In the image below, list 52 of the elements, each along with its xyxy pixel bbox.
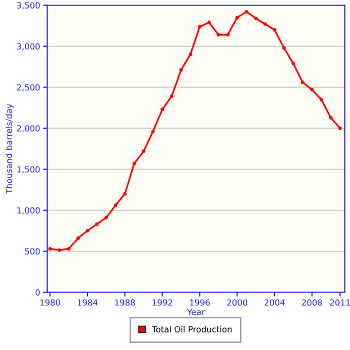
- x-tick-label: 2008: [302, 299, 322, 306]
- point: [235, 16, 239, 20]
- point: [179, 68, 183, 72]
- y-tick-label: 2,000: [17, 125, 40, 132]
- point: [104, 216, 108, 220]
- x-tick-label: 2004: [264, 299, 285, 306]
- x-tick-label: 1992: [152, 299, 172, 306]
- point: [76, 236, 80, 240]
- point: [291, 62, 296, 66]
- x-tick-label: 1984: [78, 299, 98, 306]
- x-axis-title: Year: [187, 308, 205, 316]
- point: [95, 222, 99, 226]
- y-tick-label: 3,000: [17, 43, 40, 50]
- point: [226, 32, 230, 37]
- y-tick-label: 500: [25, 248, 40, 255]
- y-tick-label: 0: [36, 289, 40, 296]
- y-tick-label: 1,500: [17, 166, 40, 174]
- point: [160, 108, 164, 112]
- point: [263, 22, 268, 26]
- point: [151, 130, 155, 134]
- x-tick-label: 1988: [115, 299, 135, 306]
- x-tick-label: 2011: [330, 299, 350, 306]
- x-tick-label: 1980: [40, 299, 60, 306]
- point: [123, 192, 127, 196]
- y-tick-label: 3,500: [17, 2, 40, 10]
- point: [188, 52, 192, 56]
- point: [48, 246, 52, 251]
- point: [338, 126, 342, 130]
- point: [244, 10, 248, 14]
- y-tick-label: 2,500: [17, 84, 40, 92]
- point: [142, 149, 146, 154]
- legend-label: Total Oil Production: [152, 326, 232, 332]
- point: [86, 228, 90, 233]
- point: [58, 248, 62, 252]
- point: [272, 28, 276, 32]
- point: [198, 24, 202, 28]
- point: [207, 20, 211, 24]
- y-tick-label: 1,000: [17, 207, 40, 214]
- point: [132, 162, 136, 166]
- point: [320, 98, 324, 102]
- x-tick-label: 1996: [190, 299, 210, 306]
- point: [114, 204, 118, 208]
- y-axis-title: Thousand barrels/day: [6, 104, 14, 194]
- point: [328, 116, 333, 120]
- point: [300, 80, 304, 84]
- point: [216, 32, 220, 37]
- x-tick-label: 2000: [227, 299, 248, 306]
- point: [170, 94, 174, 98]
- point: [310, 88, 314, 92]
- point: [254, 16, 258, 20]
- point: [66, 246, 71, 251]
- point: [282, 46, 286, 50]
